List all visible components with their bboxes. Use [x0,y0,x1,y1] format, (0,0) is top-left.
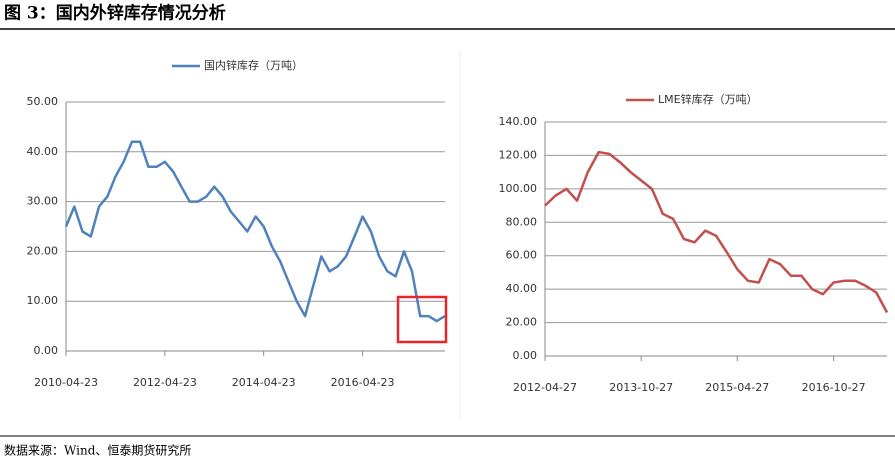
figure-title: 图 3：国内外锌库存情况分析 [4,3,226,24]
data-line [544,150,889,314]
x-tick-label: 2013-10-27 [609,381,673,394]
y-tick-label: 0.00 [513,349,538,362]
highlight-box [396,295,448,344]
x-tick-label: 2014-04-23 [232,376,296,389]
y-tick-label: 100.00 [499,182,538,195]
y-tick-label: 30.00 [27,195,59,208]
data-line [64,140,446,323]
y-tick-label: 20.00 [27,244,59,257]
y-tick-label: 140.00 [499,115,538,128]
x-tick-label: 2012-04-27 [513,381,577,394]
source-note: 数据来源：Wind、恒泰期货研究所 [4,443,191,458]
legend-label: 国内锌库存（万吨） [204,58,303,72]
y-tick-label: 50.00 [27,95,59,108]
x-tick-label: 2015-04-27 [705,381,769,394]
y-tick-label: 80.00 [506,215,538,228]
y-tick-label: 10.00 [27,294,59,307]
y-tick-label: 120.00 [499,148,538,161]
x-tick-label: 2010-04-23 [34,376,98,389]
y-tick-label: 0.00 [34,344,59,357]
y-tick-label: 60.00 [506,249,538,262]
x-tick-label: 2012-04-23 [133,376,197,389]
y-tick-label: 20.00 [506,316,538,329]
y-tick-label: 40.00 [506,282,538,295]
x-tick-label: 2016-04-23 [331,376,395,389]
y-tick-label: 40.00 [27,145,59,158]
legend-label: LME锌库存（万吨） [658,92,758,106]
x-tick-label: 2016-10-27 [802,381,866,394]
